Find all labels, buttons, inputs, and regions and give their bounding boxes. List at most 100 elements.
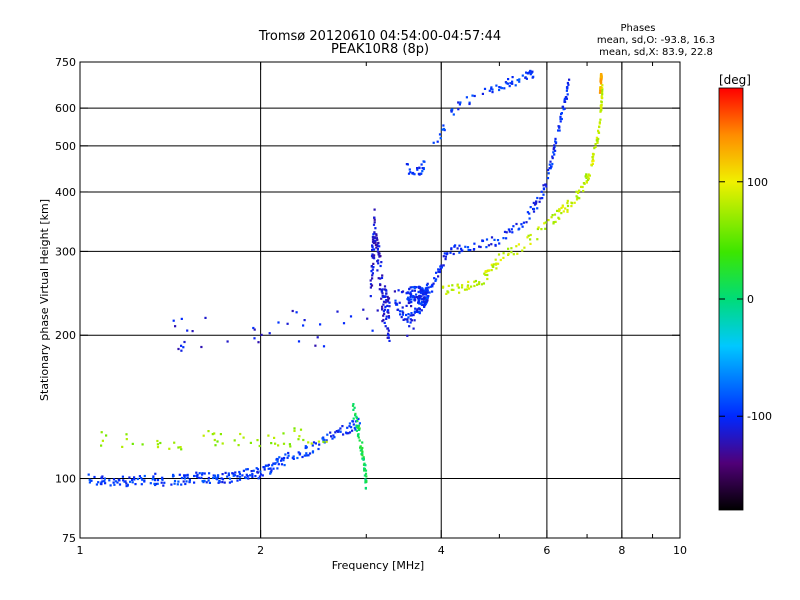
data-point (406, 318, 409, 321)
data-point (425, 297, 428, 300)
data-point (497, 262, 500, 265)
data-point (284, 453, 287, 456)
data-point (362, 458, 365, 461)
data-point (601, 84, 604, 87)
data-point (429, 285, 432, 288)
data-point (291, 309, 294, 313)
phases-header: Phases (620, 23, 655, 34)
data-point (539, 197, 542, 200)
data-point (277, 321, 280, 324)
data-point (548, 167, 551, 170)
data-point (227, 472, 230, 475)
data-point (258, 444, 261, 448)
data-point (456, 247, 459, 250)
data-point (378, 252, 381, 255)
data-point (413, 173, 416, 176)
data-point (108, 479, 111, 482)
data-point (323, 441, 326, 444)
data-point (95, 483, 98, 486)
data-point (100, 431, 103, 434)
data-point (322, 440, 325, 443)
data-point (592, 159, 595, 162)
data-point (558, 125, 561, 128)
data-point (376, 250, 379, 253)
data-point (299, 428, 303, 431)
data-point (149, 482, 152, 485)
data-point (232, 472, 235, 475)
data-point (143, 480, 146, 483)
data-point (420, 163, 423, 166)
data-point (470, 285, 473, 288)
data-point (537, 226, 540, 229)
data-point (302, 324, 305, 327)
data-point (163, 481, 166, 484)
data-point (535, 200, 538, 203)
data-point (507, 228, 510, 231)
data-point (282, 442, 286, 445)
data-point (409, 291, 412, 294)
data-point (269, 472, 272, 475)
data-point (559, 115, 562, 118)
data-point (585, 176, 588, 179)
data-point (442, 124, 445, 127)
data-point (508, 230, 511, 233)
data-point (103, 479, 106, 483)
data-point (565, 89, 568, 92)
data-point (505, 231, 508, 234)
data-point (373, 216, 376, 219)
data-point (291, 456, 294, 459)
data-point (406, 320, 409, 323)
data-point (562, 210, 565, 213)
data-point (409, 171, 412, 174)
data-point (575, 190, 578, 193)
data-point (410, 314, 414, 317)
data-point (201, 472, 204, 475)
data-point (372, 254, 375, 257)
data-point (237, 444, 240, 447)
data-point (376, 245, 379, 248)
data-point (552, 221, 555, 224)
data-point (361, 452, 364, 455)
data-point (411, 286, 414, 289)
data-point (585, 180, 588, 183)
data-point (483, 87, 487, 90)
data-point (114, 480, 117, 483)
data-point (432, 282, 435, 285)
data-point (262, 466, 265, 469)
data-point (525, 221, 528, 224)
data-point (185, 480, 188, 483)
data-point (566, 202, 569, 205)
data-point (566, 204, 570, 208)
data-point (249, 474, 252, 477)
data-point (232, 474, 235, 477)
data-point (188, 478, 191, 481)
data-point (490, 86, 493, 89)
data-point (317, 447, 320, 451)
data-point (221, 442, 224, 445)
data-point (458, 244, 461, 247)
data-point (512, 253, 515, 256)
data-point (183, 340, 186, 344)
data-point (412, 172, 415, 175)
data-point (600, 81, 603, 84)
data-point (563, 97, 566, 100)
data-point (438, 133, 442, 136)
data-point (456, 284, 459, 287)
data-point (275, 457, 279, 461)
data-point (597, 129, 600, 132)
data-point (418, 296, 421, 299)
data-point (252, 469, 255, 472)
data-point (417, 172, 420, 175)
data-point (439, 137, 442, 140)
data-point (600, 74, 603, 78)
data-point (421, 167, 424, 170)
data-point (372, 266, 375, 269)
data-point (156, 446, 160, 449)
data-point (601, 88, 604, 91)
data-point (486, 269, 489, 272)
data-point (154, 479, 157, 482)
data-point (588, 174, 591, 177)
data-point (177, 446, 180, 449)
data-point (180, 483, 183, 486)
data-point (580, 185, 583, 188)
